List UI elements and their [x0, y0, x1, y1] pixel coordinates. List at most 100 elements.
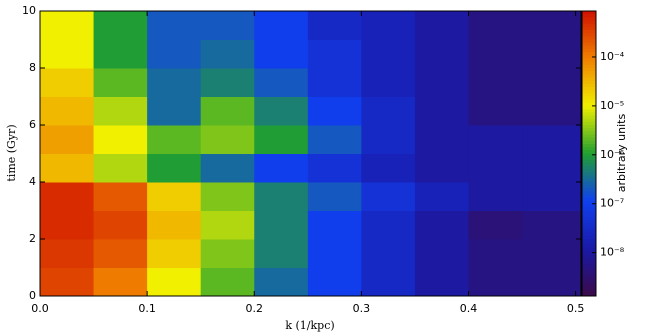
- colorbar-swatch: [582, 83, 596, 88]
- heatmap-cell: [522, 125, 582, 154]
- colorbar-swatch: [582, 254, 596, 259]
- heatmap-cell: [414, 182, 470, 211]
- heatmap-cell: [307, 153, 362, 183]
- heatmap-cell: [468, 210, 523, 240]
- heatmap-cell: [361, 39, 416, 69]
- heatmap-cell: [40, 39, 95, 69]
- heatmap-cell: [200, 267, 255, 297]
- colorbar-swatch: [582, 270, 596, 275]
- colorbar-swatch: [582, 153, 596, 158]
- colorbar-swatch: [582, 261, 596, 265]
- colorbar-swatch: [582, 74, 596, 78]
- heatmap-cell: [468, 267, 523, 297]
- colorbar-swatch: [582, 258, 596, 262]
- colorbar-swatch: [582, 204, 596, 208]
- colorbar-swatch: [582, 172, 596, 177]
- colorbar-tick-label: 10⁻⁶: [600, 148, 625, 161]
- y-tick-label: 10: [22, 4, 36, 17]
- colorbar-swatch: [582, 144, 596, 148]
- colorbar-swatch: [582, 229, 596, 234]
- heatmap-cell: [414, 39, 470, 69]
- heatmap-cell: [307, 182, 362, 211]
- heatmap-cell: [40, 267, 95, 297]
- colorbar-swatch: [582, 191, 596, 196]
- heatmap-cell: [147, 153, 202, 183]
- colorbar-swatch: [582, 226, 596, 230]
- colorbar-swatch: [582, 273, 596, 278]
- colorbar-swatch: [582, 286, 596, 291]
- colorbar-swatch: [582, 147, 596, 151]
- heatmap-cell: [361, 239, 416, 268]
- colorbar-swatch: [582, 42, 596, 47]
- colorbar-swatch: [582, 45, 596, 50]
- heatmap-cell: [147, 68, 202, 97]
- heatmap-cell: [93, 96, 148, 126]
- heatmap-cell: [147, 11, 202, 40]
- heatmap-cell: [468, 96, 523, 126]
- heatmap-cell: [414, 153, 470, 183]
- heatmap-cell: [93, 68, 148, 97]
- x-tick-label: 0.4: [460, 302, 478, 315]
- heatmap-cell: [93, 11, 148, 40]
- colorbar-swatch: [582, 277, 596, 281]
- heatmap-cell: [307, 68, 362, 97]
- colorbar-swatch: [582, 128, 596, 132]
- heatmap-cell: [93, 239, 148, 268]
- colorbar-swatch: [582, 99, 596, 104]
- heatmap-cell: [200, 153, 255, 183]
- heatmap-cell: [307, 11, 362, 40]
- heatmap-cell: [254, 210, 309, 240]
- heatmap-cell: [40, 153, 95, 183]
- colorbar-swatch: [582, 71, 596, 75]
- colorbar-swatch: [582, 169, 596, 173]
- heatmap-cell: [254, 267, 309, 297]
- y-tick-label: 2: [29, 232, 36, 245]
- heatmap-cell: [93, 39, 148, 69]
- heatmap-cell: [93, 153, 148, 183]
- colorbar-swatch: [582, 194, 596, 199]
- heatmap-cell: [468, 68, 523, 97]
- colorbar-tick-label: 10⁻⁵: [600, 99, 624, 112]
- colorbar-swatch: [582, 26, 596, 31]
- colorbar-swatch: [582, 289, 596, 294]
- heatmap-cell: [361, 125, 416, 154]
- heatmap-cell: [254, 39, 309, 69]
- colorbar-swatch: [582, 61, 596, 66]
- colorbar-swatch: [582, 125, 596, 129]
- colorbar-swatch: [582, 207, 596, 211]
- colorbar-swatch: [582, 210, 596, 215]
- colorbar-swatch: [582, 17, 596, 21]
- colorbar-swatch: [582, 239, 596, 243]
- heatmap-cell: [200, 182, 255, 211]
- y-axis-label: time (Gyr): [5, 124, 18, 181]
- colorbar-swatch: [582, 109, 596, 113]
- heatmap-cell: [254, 68, 309, 97]
- heatmap-cell: [200, 96, 255, 126]
- x-axis-label: k (1/kpc): [285, 319, 334, 332]
- colorbar-swatch: [582, 150, 596, 154]
- colorbar-swatch: [582, 242, 596, 246]
- colorbar-swatch: [582, 175, 596, 180]
- colorbar-label: arbitrary units: [615, 114, 628, 193]
- heatmap-cell: [254, 125, 309, 154]
- colorbar-swatch: [582, 121, 596, 126]
- heatmap-cell: [361, 96, 416, 126]
- colorbar-swatch: [582, 188, 596, 192]
- colorbar-swatch: [582, 178, 596, 183]
- colorbar-swatch: [582, 283, 596, 287]
- heatmap-cell: [93, 267, 148, 297]
- colorbar-swatch: [582, 137, 596, 142]
- heatmap-cell: [361, 68, 416, 97]
- heatmap-cell: [414, 68, 470, 97]
- colorbar-swatch: [582, 77, 596, 82]
- heatmap-cell: [200, 125, 255, 154]
- heatmap-cell: [200, 239, 255, 268]
- colorbar-swatch: [582, 39, 596, 44]
- heatmap-cell: [307, 239, 362, 268]
- colorbar-swatch: [582, 216, 596, 221]
- colorbar-tick-label: 10⁻⁷: [600, 197, 624, 210]
- heatmap-cell: [522, 39, 582, 69]
- heatmap-cell: [522, 210, 582, 240]
- colorbar-swatch: [582, 267, 596, 272]
